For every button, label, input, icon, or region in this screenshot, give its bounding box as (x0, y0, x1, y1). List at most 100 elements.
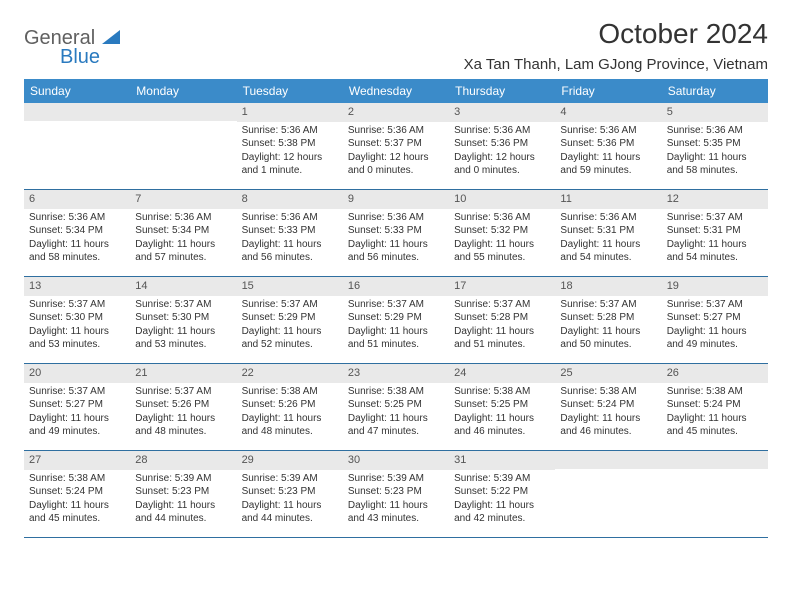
daylight-text: Daylight: 11 hours and 49 minutes. (29, 412, 125, 439)
day-cell: 31Sunrise: 5:39 AMSunset: 5:22 PMDayligh… (449, 451, 555, 537)
day-number: 3 (449, 103, 555, 122)
empty-day-bar (662, 451, 768, 469)
day-body: Sunrise: 5:36 AMSunset: 5:31 PMDaylight:… (555, 209, 661, 269)
day-number: 20 (24, 364, 130, 383)
daylight-text: Daylight: 11 hours and 51 minutes. (454, 325, 550, 352)
sunset-text: Sunset: 5:23 PM (242, 485, 338, 499)
daylight-text: Daylight: 11 hours and 43 minutes. (348, 499, 444, 526)
sunrise-text: Sunrise: 5:39 AM (135, 472, 231, 486)
day-number: 15 (237, 277, 343, 296)
day-cell: 16Sunrise: 5:37 AMSunset: 5:29 PMDayligh… (343, 277, 449, 363)
daylight-text: Daylight: 11 hours and 52 minutes. (242, 325, 338, 352)
day-body: Sunrise: 5:36 AMSunset: 5:36 PMDaylight:… (449, 122, 555, 182)
sunrise-text: Sunrise: 5:36 AM (560, 211, 656, 225)
daylight-text: Daylight: 11 hours and 46 minutes. (454, 412, 550, 439)
sunrise-text: Sunrise: 5:37 AM (29, 298, 125, 312)
day-body: Sunrise: 5:37 AMSunset: 5:30 PMDaylight:… (130, 296, 236, 356)
sunrise-text: Sunrise: 5:38 AM (29, 472, 125, 486)
day-number: 23 (343, 364, 449, 383)
sunrise-text: Sunrise: 5:38 AM (560, 385, 656, 399)
calendar-page: General Blue October 2024 Xa Tan Thanh, … (0, 0, 792, 548)
sunset-text: Sunset: 5:34 PM (29, 224, 125, 238)
week-row: 1Sunrise: 5:36 AMSunset: 5:38 PMDaylight… (24, 103, 768, 190)
daylight-text: Daylight: 11 hours and 42 minutes. (454, 499, 550, 526)
sunrise-text: Sunrise: 5:37 AM (242, 298, 338, 312)
day-body: Sunrise: 5:38 AMSunset: 5:25 PMDaylight:… (343, 383, 449, 443)
sunrise-text: Sunrise: 5:37 AM (135, 385, 231, 399)
day-number: 2 (343, 103, 449, 122)
day-body: Sunrise: 5:39 AMSunset: 5:22 PMDaylight:… (449, 470, 555, 530)
day-number: 5 (662, 103, 768, 122)
daylight-text: Daylight: 11 hours and 51 minutes. (348, 325, 444, 352)
sunrise-text: Sunrise: 5:39 AM (454, 472, 550, 486)
day-number: 21 (130, 364, 236, 383)
sunrise-text: Sunrise: 5:37 AM (667, 211, 763, 225)
sunset-text: Sunset: 5:34 PM (135, 224, 231, 238)
sunset-text: Sunset: 5:24 PM (29, 485, 125, 499)
day-number: 13 (24, 277, 130, 296)
day-body: Sunrise: 5:37 AMSunset: 5:26 PMDaylight:… (130, 383, 236, 443)
daylight-text: Daylight: 11 hours and 56 minutes. (348, 238, 444, 265)
day-number: 8 (237, 190, 343, 209)
day-number: 29 (237, 451, 343, 470)
day-number: 11 (555, 190, 661, 209)
sunrise-text: Sunrise: 5:37 AM (29, 385, 125, 399)
day-cell: 26Sunrise: 5:38 AMSunset: 5:24 PMDayligh… (662, 364, 768, 450)
daylight-text: Daylight: 12 hours and 0 minutes. (454, 151, 550, 178)
day-body: Sunrise: 5:37 AMSunset: 5:28 PMDaylight:… (555, 296, 661, 356)
dow-cell: Thursday (449, 79, 555, 103)
sunrise-text: Sunrise: 5:38 AM (348, 385, 444, 399)
day-body: Sunrise: 5:38 AMSunset: 5:24 PMDaylight:… (555, 383, 661, 443)
day-cell: 5Sunrise: 5:36 AMSunset: 5:35 PMDaylight… (662, 103, 768, 189)
day-number: 16 (343, 277, 449, 296)
dow-cell: Wednesday (343, 79, 449, 103)
day-cell: 22Sunrise: 5:38 AMSunset: 5:26 PMDayligh… (237, 364, 343, 450)
day-cell: 27Sunrise: 5:38 AMSunset: 5:24 PMDayligh… (24, 451, 130, 537)
daylight-text: Daylight: 11 hours and 45 minutes. (29, 499, 125, 526)
sunrise-text: Sunrise: 5:36 AM (667, 124, 763, 138)
sunset-text: Sunset: 5:35 PM (667, 137, 763, 151)
sunrise-text: Sunrise: 5:36 AM (348, 124, 444, 138)
logo-triangle-icon (102, 30, 120, 44)
day-number: 30 (343, 451, 449, 470)
day-number: 25 (555, 364, 661, 383)
day-body: Sunrise: 5:37 AMSunset: 5:29 PMDaylight:… (237, 296, 343, 356)
daylight-text: Daylight: 11 hours and 44 minutes. (135, 499, 231, 526)
day-number: 19 (662, 277, 768, 296)
sunset-text: Sunset: 5:23 PM (348, 485, 444, 499)
location-text: Xa Tan Thanh, Lam GJong Province, Vietna… (464, 56, 768, 73)
sunset-text: Sunset: 5:33 PM (348, 224, 444, 238)
sunset-text: Sunset: 5:29 PM (348, 311, 444, 325)
day-cell: 21Sunrise: 5:37 AMSunset: 5:26 PMDayligh… (130, 364, 236, 450)
sunset-text: Sunset: 5:36 PM (560, 137, 656, 151)
daylight-text: Daylight: 11 hours and 48 minutes. (242, 412, 338, 439)
day-cell: 28Sunrise: 5:39 AMSunset: 5:23 PMDayligh… (130, 451, 236, 537)
day-cell: 13Sunrise: 5:37 AMSunset: 5:30 PMDayligh… (24, 277, 130, 363)
day-cell: 15Sunrise: 5:37 AMSunset: 5:29 PMDayligh… (237, 277, 343, 363)
day-body: Sunrise: 5:39 AMSunset: 5:23 PMDaylight:… (343, 470, 449, 530)
day-cell: 3Sunrise: 5:36 AMSunset: 5:36 PMDaylight… (449, 103, 555, 189)
sunrise-text: Sunrise: 5:36 AM (454, 211, 550, 225)
daylight-text: Daylight: 11 hours and 44 minutes. (242, 499, 338, 526)
day-body: Sunrise: 5:37 AMSunset: 5:27 PMDaylight:… (24, 383, 130, 443)
day-cell: 11Sunrise: 5:36 AMSunset: 5:31 PMDayligh… (555, 190, 661, 276)
day-body: Sunrise: 5:37 AMSunset: 5:31 PMDaylight:… (662, 209, 768, 269)
day-cell: 29Sunrise: 5:39 AMSunset: 5:23 PMDayligh… (237, 451, 343, 537)
month-title: October 2024 (464, 18, 768, 50)
sunset-text: Sunset: 5:22 PM (454, 485, 550, 499)
sunset-text: Sunset: 5:37 PM (348, 137, 444, 151)
daylight-text: Daylight: 11 hours and 57 minutes. (135, 238, 231, 265)
day-number: 14 (130, 277, 236, 296)
day-body: Sunrise: 5:36 AMSunset: 5:33 PMDaylight:… (343, 209, 449, 269)
sunrise-text: Sunrise: 5:36 AM (135, 211, 231, 225)
day-number: 22 (237, 364, 343, 383)
day-cell: 1Sunrise: 5:36 AMSunset: 5:38 PMDaylight… (237, 103, 343, 189)
sunset-text: Sunset: 5:24 PM (560, 398, 656, 412)
sunrise-text: Sunrise: 5:37 AM (135, 298, 231, 312)
sunrise-text: Sunrise: 5:36 AM (454, 124, 550, 138)
dow-cell: Sunday (24, 79, 130, 103)
day-cell: 6Sunrise: 5:36 AMSunset: 5:34 PMDaylight… (24, 190, 130, 276)
calendar-grid: SundayMondayTuesdayWednesdayThursdayFrid… (24, 79, 768, 538)
day-cell: 9Sunrise: 5:36 AMSunset: 5:33 PMDaylight… (343, 190, 449, 276)
week-row: 13Sunrise: 5:37 AMSunset: 5:30 PMDayligh… (24, 277, 768, 364)
